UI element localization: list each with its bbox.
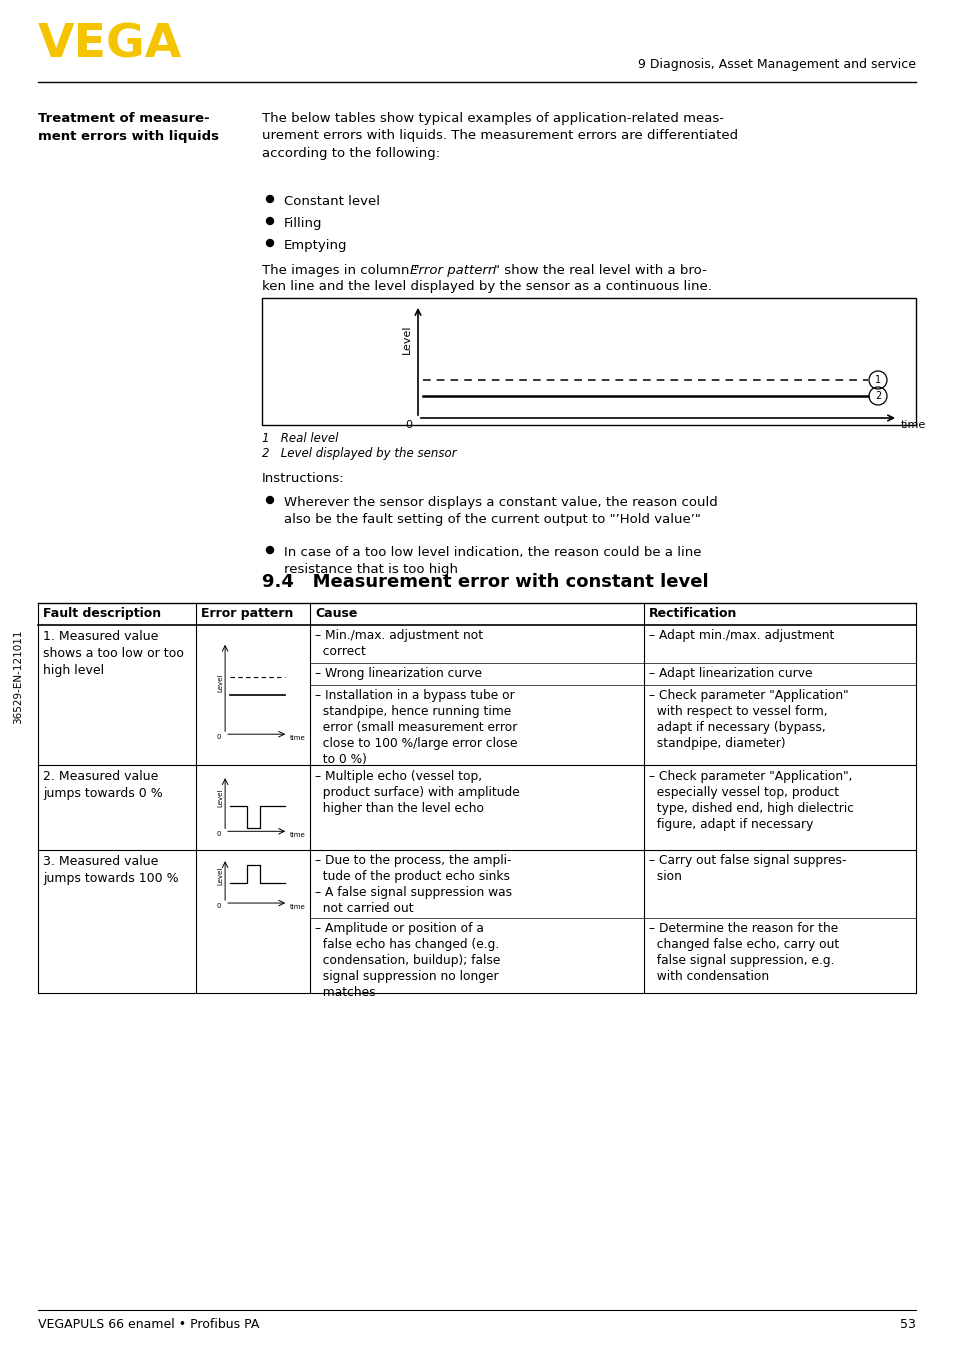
- Text: Constant level: Constant level: [284, 195, 379, 209]
- Text: 36529-EN-121011: 36529-EN-121011: [13, 630, 23, 724]
- Text: 1. Measured value
shows a too low or too
high level: 1. Measured value shows a too low or too…: [43, 630, 184, 677]
- Text: – Determine the reason for the
  changed false echo, carry out
  false signal su: – Determine the reason for the changed f…: [648, 922, 839, 983]
- Text: – Wrong linearization curve: – Wrong linearization curve: [314, 668, 481, 680]
- Text: time: time: [290, 735, 306, 741]
- Text: Level: Level: [217, 867, 223, 884]
- Text: VEGAPULS 66 enamel • Profibus PA: VEGAPULS 66 enamel • Profibus PA: [38, 1317, 259, 1331]
- Text: Rectification: Rectification: [648, 607, 737, 620]
- Text: ken line and the level displayed by the sensor as a continuous line.: ken line and the level displayed by the …: [262, 280, 711, 292]
- Text: – Carry out false signal suppres-
  sion: – Carry out false signal suppres- sion: [648, 854, 845, 883]
- Text: time: time: [290, 904, 306, 910]
- Circle shape: [266, 218, 274, 225]
- Text: 2. Measured value
jumps towards 0 %: 2. Measured value jumps towards 0 %: [43, 770, 163, 800]
- Text: 0: 0: [405, 420, 412, 431]
- Text: – Adapt min./max. adjustment: – Adapt min./max. adjustment: [648, 630, 833, 642]
- Text: VEGA: VEGA: [38, 23, 182, 68]
- Text: Wherever the sensor displays a constant value, the reason could
also be the faul: Wherever the sensor displays a constant …: [284, 496, 717, 527]
- Circle shape: [266, 547, 274, 554]
- Text: Level: Level: [217, 789, 223, 807]
- Text: 53: 53: [900, 1317, 915, 1331]
- Text: 0: 0: [216, 903, 221, 909]
- Text: – Min./max. adjustment not
  correct: – Min./max. adjustment not correct: [314, 630, 483, 658]
- Text: – Amplitude or position of a
  false echo has changed (e.g.
  condensation, buil: – Amplitude or position of a false echo …: [314, 922, 500, 999]
- Text: " show the real level with a bro-: " show the real level with a bro-: [494, 264, 706, 278]
- Text: The below tables show typical examples of application-related meas-
urement erro: The below tables show typical examples o…: [262, 112, 738, 160]
- Text: 2   Level displayed by the sensor: 2 Level displayed by the sensor: [262, 447, 456, 460]
- Text: 1: 1: [874, 375, 881, 385]
- Text: 9.4   Measurement error with constant level: 9.4 Measurement error with constant leve…: [262, 573, 708, 590]
- Text: – Adapt linearization curve: – Adapt linearization curve: [648, 668, 811, 680]
- Text: time: time: [290, 833, 306, 838]
- Text: – Installation in a bypass tube or
  standpipe, hence running time
  error (smal: – Installation in a bypass tube or stand…: [314, 689, 517, 766]
- Text: 9 Diagnosis, Asset Management and service: 9 Diagnosis, Asset Management and servic…: [638, 58, 915, 70]
- Text: – Check parameter "Application",
  especially vessel top, product
  type, dished: – Check parameter "Application", especia…: [648, 770, 853, 831]
- Text: 0: 0: [216, 734, 221, 741]
- Text: 1   Real level: 1 Real level: [262, 432, 338, 445]
- Circle shape: [266, 240, 274, 246]
- Text: Emptying: Emptying: [284, 240, 347, 252]
- Text: Level: Level: [217, 674, 223, 692]
- Text: Treatment of measure-
ment errors with liquids: Treatment of measure- ment errors with l…: [38, 112, 219, 144]
- Text: Level: Level: [401, 324, 412, 353]
- Text: 0: 0: [216, 831, 221, 837]
- Text: Error pattern: Error pattern: [201, 607, 294, 620]
- Circle shape: [266, 195, 274, 203]
- Text: The images in column ": The images in column ": [262, 264, 419, 278]
- Text: – Check parameter "Application"
  with respect to vessel form,
  adapt if necess: – Check parameter "Application" with res…: [648, 689, 847, 750]
- Text: – Multiple echo (vessel top,
  product surface) with amplitude
  higher than the: – Multiple echo (vessel top, product sur…: [314, 770, 519, 815]
- Text: Instructions:: Instructions:: [262, 473, 344, 485]
- Text: Filling: Filling: [284, 217, 322, 230]
- Text: 3. Measured value
jumps towards 100 %: 3. Measured value jumps towards 100 %: [43, 854, 178, 886]
- Text: In case of a too low level indication, the reason could be a line
resistance tha: In case of a too low level indication, t…: [284, 546, 700, 577]
- Circle shape: [266, 497, 274, 504]
- Text: – Due to the process, the ampli-
  tude of the product echo sinks
– A false sign: – Due to the process, the ampli- tude of…: [314, 854, 512, 915]
- Text: 2: 2: [874, 391, 881, 401]
- Text: Cause: Cause: [314, 607, 357, 620]
- Text: Fault description: Fault description: [43, 607, 161, 620]
- Bar: [262, 298, 915, 425]
- Text: Error pattern: Error pattern: [410, 264, 496, 278]
- Text: time: time: [900, 420, 925, 431]
